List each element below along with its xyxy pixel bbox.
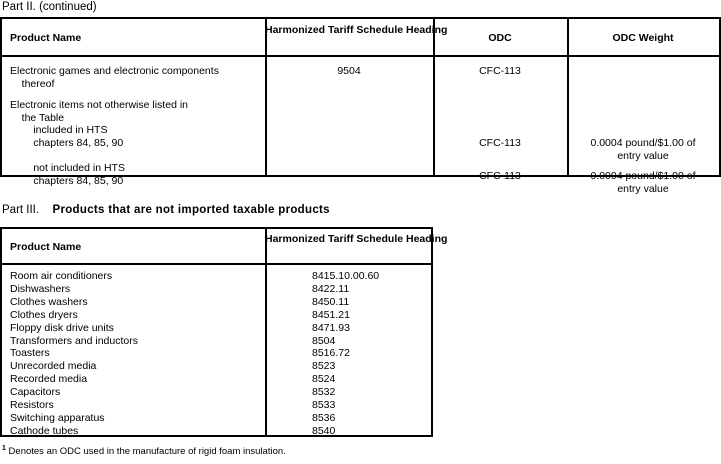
column-header-odc-weight: ODC Weight — [612, 32, 674, 44]
column-divider-2-body — [433, 57, 435, 175]
column-divider-1 — [265, 229, 267, 263]
footnote: 1 Denotes an ODC used in the manufacture… — [2, 443, 286, 458]
footnote-text: Denotes an ODC used in the manufacture o… — [5, 446, 286, 458]
column-header-product-name: Product Name — [10, 32, 82, 44]
table-row-odc: CFC-113 — [479, 65, 521, 77]
column-divider-1 — [265, 19, 267, 55]
column-divider-1-body — [265, 57, 267, 175]
table-row-hts-heading: 9504 — [337, 65, 361, 77]
part-iii-table-header-row: Product Name Harmonized Tariff Schedule … — [2, 229, 448, 265]
part-iii-table: Product Name Harmonized Tariff Schedule … — [0, 227, 448, 437]
column-header-hts-heading: Harmonized Tariff Schedule Heading — [265, 233, 448, 245]
table-row-product-name: not included in HTS chapters 84, 85, 90 — [33, 162, 125, 187]
hts-heading-list: 8415.10.00.60 8422.11 8450.11 8451.21 84… — [312, 270, 380, 437]
part-ii-table: Product Name Harmonized Tariff Schedule … — [0, 17, 721, 195]
part-iii-title: Products that are not imported taxable p… — [52, 204, 330, 216]
table-row-product-name: Electronic items not otherwise listed in… — [10, 99, 188, 149]
column-divider-3 — [567, 19, 569, 55]
column-divider-3-body — [567, 57, 569, 175]
table-row-product-name: Electronic games and electronic componen… — [10, 65, 219, 90]
part-iii-table-body: Room air conditioners Dishwashers Clothe… — [2, 265, 431, 437]
table-row-odc-weight: 0.0004 pound/$1.00 of entry value — [590, 137, 696, 162]
part-ii-table-header-row: Product Name Harmonized Tariff Schedule … — [2, 19, 719, 57]
part-ii-table-body: Electronic games and electronic componen… — [2, 57, 719, 195]
part-iii-label: Part III. — [2, 204, 40, 216]
column-divider-1-body — [265, 265, 267, 435]
footnote-marker: 1 — [2, 445, 6, 452]
column-divider-2 — [433, 19, 435, 55]
column-header-hts-heading: Harmonized Tariff Schedule Heading — [265, 24, 448, 36]
table-row-odc: CFC-113 — [479, 170, 521, 182]
part-iii-heading: Part III. Products that are not imported… — [2, 204, 330, 217]
column-header-product-name: Product Name — [10, 241, 82, 253]
column-header-odc: ODC — [488, 32, 512, 44]
part-ii-heading: Part II. (continued) — [2, 1, 97, 13]
table-row-odc: CFC-113 — [479, 137, 521, 149]
product-name-list: Room air conditioners Dishwashers Clothe… — [10, 270, 138, 437]
table-row-odc-weight: 0.0004 pound/$1.00 of entry value — [590, 170, 696, 195]
